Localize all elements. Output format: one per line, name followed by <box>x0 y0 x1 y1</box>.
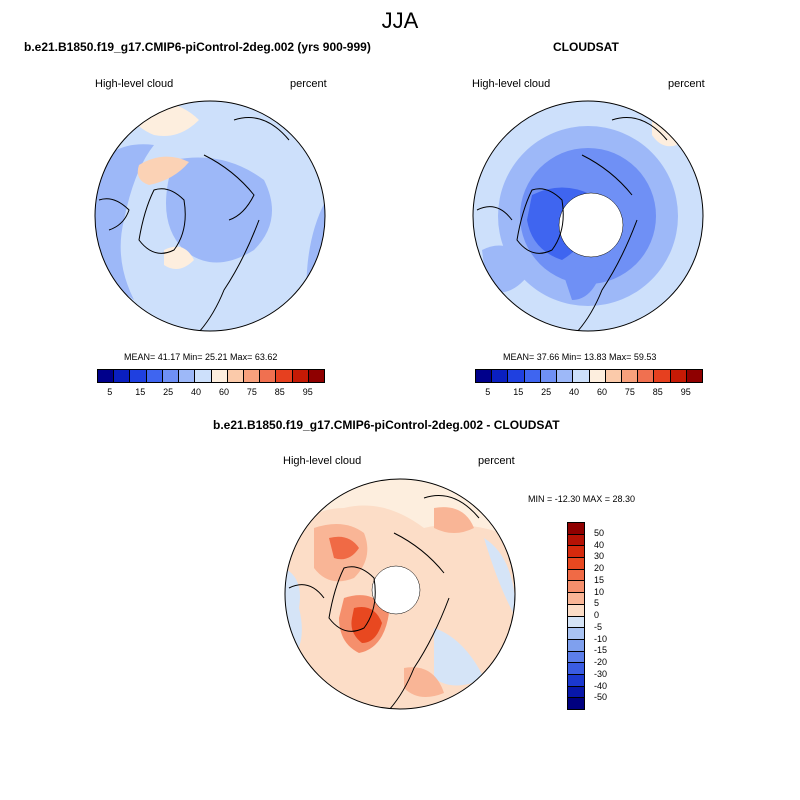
colorbar-tick-label: 5 <box>485 387 491 397</box>
season-title: JJA <box>381 8 419 33</box>
colorbar-tick-label: 30 <box>594 551 605 562</box>
colorbar-swatch <box>540 370 558 382</box>
colorbar-swatch <box>568 534 584 547</box>
colorbar-tick-label: 95 <box>302 387 313 397</box>
colorbar-swatch <box>654 370 671 382</box>
colorbar-swatch <box>568 628 584 640</box>
colorbar-swatch <box>114 370 131 382</box>
colorbar-swatch <box>243 370 261 382</box>
colorbar-tick-label: -50 <box>594 692 608 703</box>
panel2-colorbar-ticks: 5 15 25 40 60 75 85 95 <box>475 387 703 399</box>
colorbar-swatch <box>568 674 584 687</box>
colorbar-swatch <box>568 616 584 629</box>
panel3-polar-map <box>284 478 516 710</box>
colorbar-tick-label: 75 <box>624 387 635 397</box>
colorbar-swatch <box>568 651 584 664</box>
colorbar-swatch <box>476 370 493 382</box>
colorbar-swatch <box>568 546 584 559</box>
colorbar-swatch <box>492 370 509 382</box>
panel2-stats: MEAN= 37.66 Min= 13.83 Max= 59.53 <box>503 352 657 362</box>
colorbar-swatch <box>179 370 196 382</box>
colorbar-tick-label: 15 <box>135 387 146 397</box>
colorbar-tick-label: -40 <box>594 680 608 691</box>
colorbar-swatch <box>524 370 541 382</box>
colorbar-tick-label: 25 <box>541 387 552 397</box>
colorbar-tick-label: -20 <box>594 657 608 667</box>
colorbar-swatch <box>130 370 147 382</box>
colorbar-swatch <box>568 569 584 582</box>
colorbar-swatch <box>568 581 584 594</box>
colorbar-tick-label: 15 <box>513 387 524 397</box>
colorbar-swatch <box>162 370 180 382</box>
colorbar-swatch <box>227 370 244 382</box>
panel2-units-label: percent <box>668 78 705 90</box>
colorbar-swatch <box>568 593 584 605</box>
colorbar-swatch <box>573 370 590 382</box>
panel2-colorbar <box>475 369 703 383</box>
colorbar-tick-label: 0 <box>594 610 600 620</box>
colorbar-swatch <box>260 370 277 382</box>
colorbar-swatch <box>276 370 293 382</box>
panel3-units-label: percent <box>478 455 515 467</box>
colorbar-swatch <box>568 698 584 709</box>
colorbar-swatch <box>98 370 115 382</box>
colorbar-tick-label: -5 <box>594 621 603 632</box>
panel3-colorbar-ticks: 50 40 30 20 15 10 5 0 -5 -10 -15 -20 -30 -40 -50 <box>590 522 620 710</box>
colorbar-tick-label: 5 <box>594 598 600 609</box>
panel2-polar-map <box>472 100 704 332</box>
colorbar-swatch <box>670 370 687 382</box>
colorbar-swatch <box>589 370 606 382</box>
colorbar-swatch <box>557 370 574 382</box>
colorbar-tick-label: 10 <box>594 586 605 597</box>
colorbar-tick-label: 85 <box>274 387 285 397</box>
panel1-title: b.e21.B1850.f19_g17.CMIP6-piControl-2deg… <box>24 40 371 54</box>
panel1-polar-map <box>94 100 326 332</box>
panel2-variable-label: High-level cloud <box>472 78 551 90</box>
colorbar-tick-label: 40 <box>191 387 202 397</box>
colorbar-tick-label: 75 <box>246 387 257 397</box>
colorbar-tick-label: 40 <box>594 539 605 550</box>
panel2-title: CLOUDSAT <box>553 40 619 54</box>
colorbar-swatch <box>146 370 163 382</box>
colorbar-swatch <box>568 663 584 675</box>
colorbar-tick-label: 50 <box>594 527 605 538</box>
colorbar-tick-label: 5 <box>107 387 113 397</box>
colorbar-swatch <box>292 370 309 382</box>
colorbar-tick-label: -15 <box>594 645 608 656</box>
colorbar-tick-label: 60 <box>218 387 229 397</box>
colorbar-tick-label: 15 <box>594 574 605 585</box>
colorbar-swatch <box>568 558 584 570</box>
colorbar-swatch <box>621 370 639 382</box>
panel1-stats: MEAN= 41.17 Min= 25.21 Max= 63.62 <box>124 352 278 362</box>
colorbar-tick-label: 95 <box>680 387 691 397</box>
colorbar-tick-label: -10 <box>594 633 608 644</box>
panel3-title: b.e21.B1850.f19_g17.CMIP6-piControl-2deg… <box>213 418 560 432</box>
colorbar-swatch <box>605 370 622 382</box>
panel1-units-label: percent <box>290 78 327 90</box>
colorbar-swatch <box>211 370 228 382</box>
panel3-stats: MIN = -12.30 MAX = 28.30 <box>528 494 636 504</box>
colorbar-tick-label: 20 <box>594 563 605 573</box>
panel1-variable-label: High-level cloud <box>95 78 174 90</box>
colorbar-tick-label: 60 <box>596 387 607 397</box>
colorbar-tick-label: -30 <box>594 668 608 679</box>
colorbar-swatch <box>638 370 655 382</box>
colorbar-swatch <box>568 523 584 535</box>
panel1-colorbar-ticks: 5 15 25 40 60 75 85 95 <box>97 387 325 399</box>
colorbar-tick-label: 85 <box>652 387 663 397</box>
colorbar-swatch <box>568 639 584 652</box>
panel3-variable-label: High-level cloud <box>283 455 362 467</box>
colorbar-swatch <box>508 370 525 382</box>
colorbar-swatch <box>308 370 325 382</box>
colorbar-swatch <box>686 370 703 382</box>
panel1-colorbar <box>97 369 325 383</box>
colorbar-swatch <box>568 686 584 699</box>
panel3-colorbar <box>567 522 585 710</box>
colorbar-swatch <box>568 604 584 617</box>
colorbar-tick-label: 25 <box>163 387 174 397</box>
colorbar-tick-label: 40 <box>569 387 580 397</box>
colorbar-swatch <box>195 370 212 382</box>
